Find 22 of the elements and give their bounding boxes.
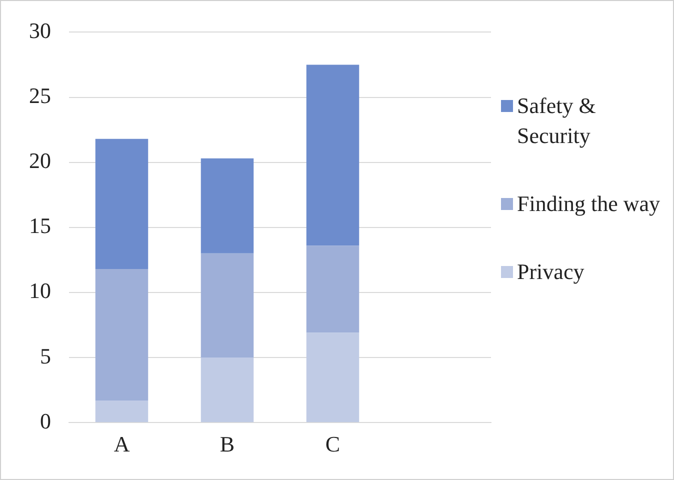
bar <box>200 158 254 254</box>
y-tick-label: 10 <box>29 278 51 304</box>
legend-label: Privacy <box>517 258 584 286</box>
y-tick-label: 20 <box>29 148 51 174</box>
x-tick-label: A <box>114 432 130 457</box>
legend-label: Finding the way <box>517 190 660 218</box>
x-tick-label: C <box>325 432 340 457</box>
bar <box>306 246 360 333</box>
legend-label: Safety & Security <box>517 92 597 150</box>
bar <box>95 269 148 400</box>
y-tick-label: 15 <box>29 213 51 238</box>
y-tick-label: 30 <box>29 18 51 43</box>
y-tick-label: 0 <box>40 408 51 434</box>
bar <box>200 358 254 422</box>
bar <box>95 138 148 270</box>
x-tick-label: B <box>220 432 235 457</box>
y-tick-label: 5 <box>40 343 51 368</box>
bar <box>200 253 254 358</box>
bar <box>306 64 360 246</box>
bar <box>306 332 360 422</box>
bar <box>95 400 148 422</box>
y-tick-label: 25 <box>29 83 51 108</box>
